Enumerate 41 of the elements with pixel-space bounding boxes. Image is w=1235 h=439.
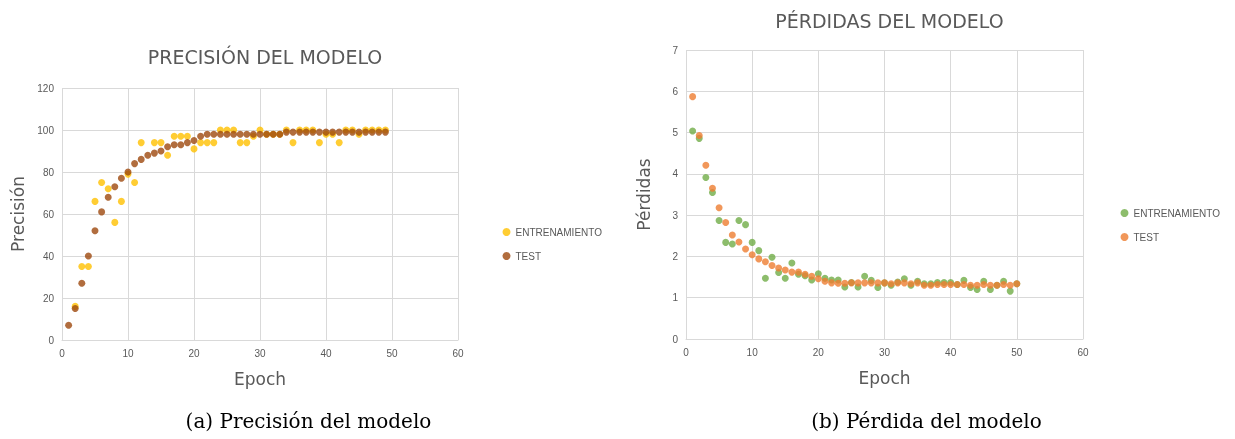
- y-tick-label: 4: [672, 168, 679, 180]
- legend-label: ENTRENAMIENTO: [515, 226, 603, 238]
- x-axis-title: Epoch: [858, 367, 911, 388]
- x-tick-label: 10: [122, 347, 134, 359]
- y-tick-label: 40: [42, 250, 55, 262]
- x-tick-label: 30: [878, 346, 891, 358]
- y-tick-label: 5: [672, 127, 679, 139]
- x-tick-label: 50: [386, 347, 398, 359]
- x-tick-label: 40: [945, 346, 957, 358]
- legend-label: ENTRENAMIENTO: [1133, 207, 1221, 219]
- x-tick-label: 50: [1011, 346, 1023, 358]
- y-tick-label: 120: [37, 82, 55, 94]
- y-tick-label: 7: [672, 44, 679, 56]
- y-tick-label: 6: [672, 85, 679, 97]
- x-tick-label: 20: [812, 346, 825, 358]
- y-tick-label: 20: [42, 292, 55, 304]
- x-tick-label: 60: [452, 347, 464, 359]
- legend-label: TEST: [1133, 231, 1160, 243]
- y-tick-label: 60: [42, 208, 55, 220]
- y-tick-label: 0: [48, 334, 55, 346]
- x-tick-label: 0: [683, 346, 690, 358]
- y-tick-label: 0: [672, 333, 679, 345]
- text: (b) Pérdida del modelo: [811, 409, 1042, 433]
- x-tick-label: 30: [254, 347, 266, 359]
- x-tick-label: 0: [59, 347, 66, 359]
- y-tick-label: 2: [672, 250, 679, 262]
- y-tick-label: 100: [37, 124, 55, 136]
- y-tick-label: 1: [672, 292, 679, 304]
- y-tick-label: 3: [672, 209, 679, 221]
- x-tick-label: 60: [1077, 346, 1089, 358]
- y-axis-title: Pérdidas: [633, 158, 654, 231]
- x-tick-label: 10: [746, 346, 759, 358]
- text: (a) Precisión del modelo: [185, 409, 432, 433]
- y-axis-title: Precisión: [7, 176, 28, 252]
- chart-title: PRECISIÓN DEL MODELO: [147, 44, 383, 68]
- x-axis-title: Epoch: [233, 368, 287, 389]
- y-tick-label: 80: [42, 166, 55, 178]
- x-tick-label: 20: [188, 347, 200, 359]
- legend-label: TEST: [515, 250, 542, 262]
- x-tick-label: 40: [320, 347, 332, 359]
- chart-title: PÉRDIDAS DEL MODELO: [775, 9, 1004, 32]
